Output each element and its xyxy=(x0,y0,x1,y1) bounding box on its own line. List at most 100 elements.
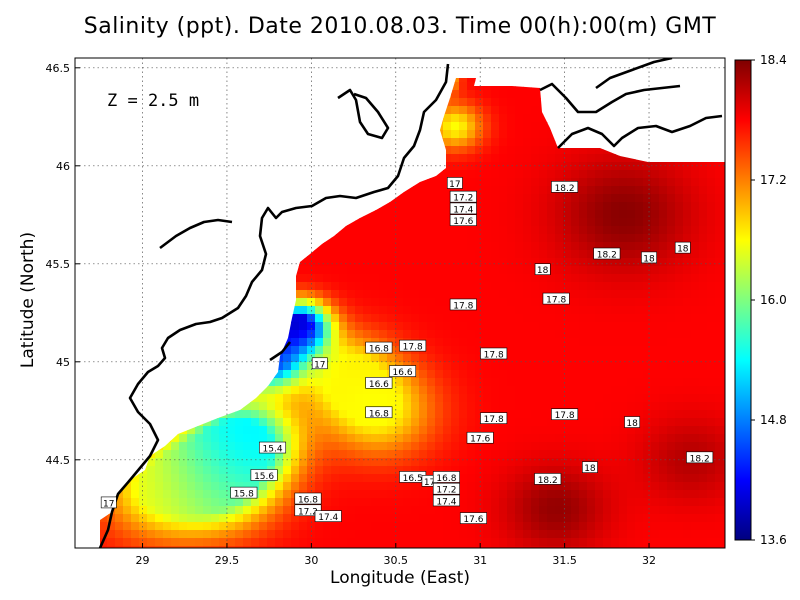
field-cell xyxy=(691,322,700,331)
field-cell xyxy=(691,218,700,227)
field-cell xyxy=(435,354,444,363)
field-cell xyxy=(571,474,580,483)
field-cell xyxy=(691,346,700,355)
field-cell xyxy=(179,490,188,499)
field-cell xyxy=(403,330,412,339)
field-cell xyxy=(355,442,364,451)
field-cell xyxy=(667,474,676,483)
field-cell xyxy=(235,418,244,427)
field-cell xyxy=(379,362,388,371)
field-cell xyxy=(531,218,540,227)
field-cell xyxy=(619,234,628,243)
field-cell xyxy=(411,322,420,331)
field-cell xyxy=(587,434,596,443)
field-cell xyxy=(419,202,428,211)
field-cell xyxy=(539,210,548,219)
field-cell xyxy=(523,266,532,275)
field-cell xyxy=(435,442,444,451)
field-cell xyxy=(443,314,452,323)
field-cell xyxy=(611,370,620,379)
field-cell xyxy=(667,242,676,251)
field-cell xyxy=(723,394,725,403)
field-cell xyxy=(427,282,436,291)
field-cell xyxy=(659,482,668,491)
field-cell xyxy=(691,274,700,283)
field-cell xyxy=(667,322,676,331)
field-cell xyxy=(171,474,180,483)
field-cell xyxy=(579,386,588,395)
field-cell xyxy=(651,266,660,275)
field-cell xyxy=(459,154,468,163)
field-cell xyxy=(363,466,372,475)
field-cell xyxy=(691,258,700,267)
field-cell xyxy=(603,290,612,299)
field-cell xyxy=(691,266,700,275)
field-cell xyxy=(435,370,444,379)
field-cell xyxy=(171,450,180,459)
field-cell xyxy=(235,434,244,443)
field-cell xyxy=(403,234,412,243)
field-cell xyxy=(603,538,612,547)
field-cell xyxy=(251,402,260,411)
field-cell xyxy=(411,274,420,283)
field-cell xyxy=(515,514,524,523)
field-cell xyxy=(299,394,308,403)
field-cell xyxy=(507,282,516,291)
field-cell xyxy=(611,458,620,467)
field-cell xyxy=(299,442,308,451)
field-cell xyxy=(211,466,220,475)
field-cell xyxy=(707,434,716,443)
field-cell xyxy=(619,298,628,307)
field-cell xyxy=(267,386,276,395)
field-cell xyxy=(643,282,652,291)
field-cell xyxy=(723,234,725,243)
field-cell xyxy=(299,338,308,347)
field-cell xyxy=(203,490,212,499)
field-cell xyxy=(547,274,556,283)
field-cell xyxy=(531,490,540,499)
field-cell xyxy=(427,338,436,347)
field-cell xyxy=(443,530,452,539)
field-cell xyxy=(555,434,564,443)
field-cell xyxy=(347,362,356,371)
field-cell xyxy=(379,202,388,211)
field-cell xyxy=(683,202,692,211)
field-cell xyxy=(355,498,364,507)
field-cell xyxy=(555,146,564,155)
field-cell xyxy=(539,370,548,379)
field-cell xyxy=(179,434,188,443)
field-cell xyxy=(139,506,148,515)
field-cell xyxy=(531,234,540,243)
field-cell xyxy=(387,442,396,451)
field-cell xyxy=(275,434,284,443)
field-cell xyxy=(547,506,556,515)
field-cell xyxy=(539,234,548,243)
field-cell xyxy=(563,242,572,251)
field-cell xyxy=(227,538,236,547)
field-cell xyxy=(651,442,660,451)
field-cell xyxy=(227,474,236,483)
field-cell xyxy=(603,522,612,531)
field-cell xyxy=(411,226,420,235)
field-cell xyxy=(331,418,340,427)
field-cell xyxy=(179,498,188,507)
field-cell xyxy=(587,506,596,515)
field-cell xyxy=(611,434,620,443)
field-cell xyxy=(675,370,684,379)
field-cell xyxy=(635,538,644,547)
field-cell xyxy=(283,426,292,435)
field-cell xyxy=(283,354,292,363)
field-cell xyxy=(363,282,372,291)
field-cell xyxy=(627,194,636,203)
field-cell xyxy=(571,522,580,531)
field-cell xyxy=(635,218,644,227)
field-cell xyxy=(667,426,676,435)
field-cell xyxy=(651,218,660,227)
field-cell xyxy=(715,298,724,307)
field-cell xyxy=(539,314,548,323)
field-cell xyxy=(579,450,588,459)
field-cell xyxy=(611,498,620,507)
field-cell xyxy=(659,426,668,435)
field-cell xyxy=(539,530,548,539)
field-cell xyxy=(587,402,596,411)
